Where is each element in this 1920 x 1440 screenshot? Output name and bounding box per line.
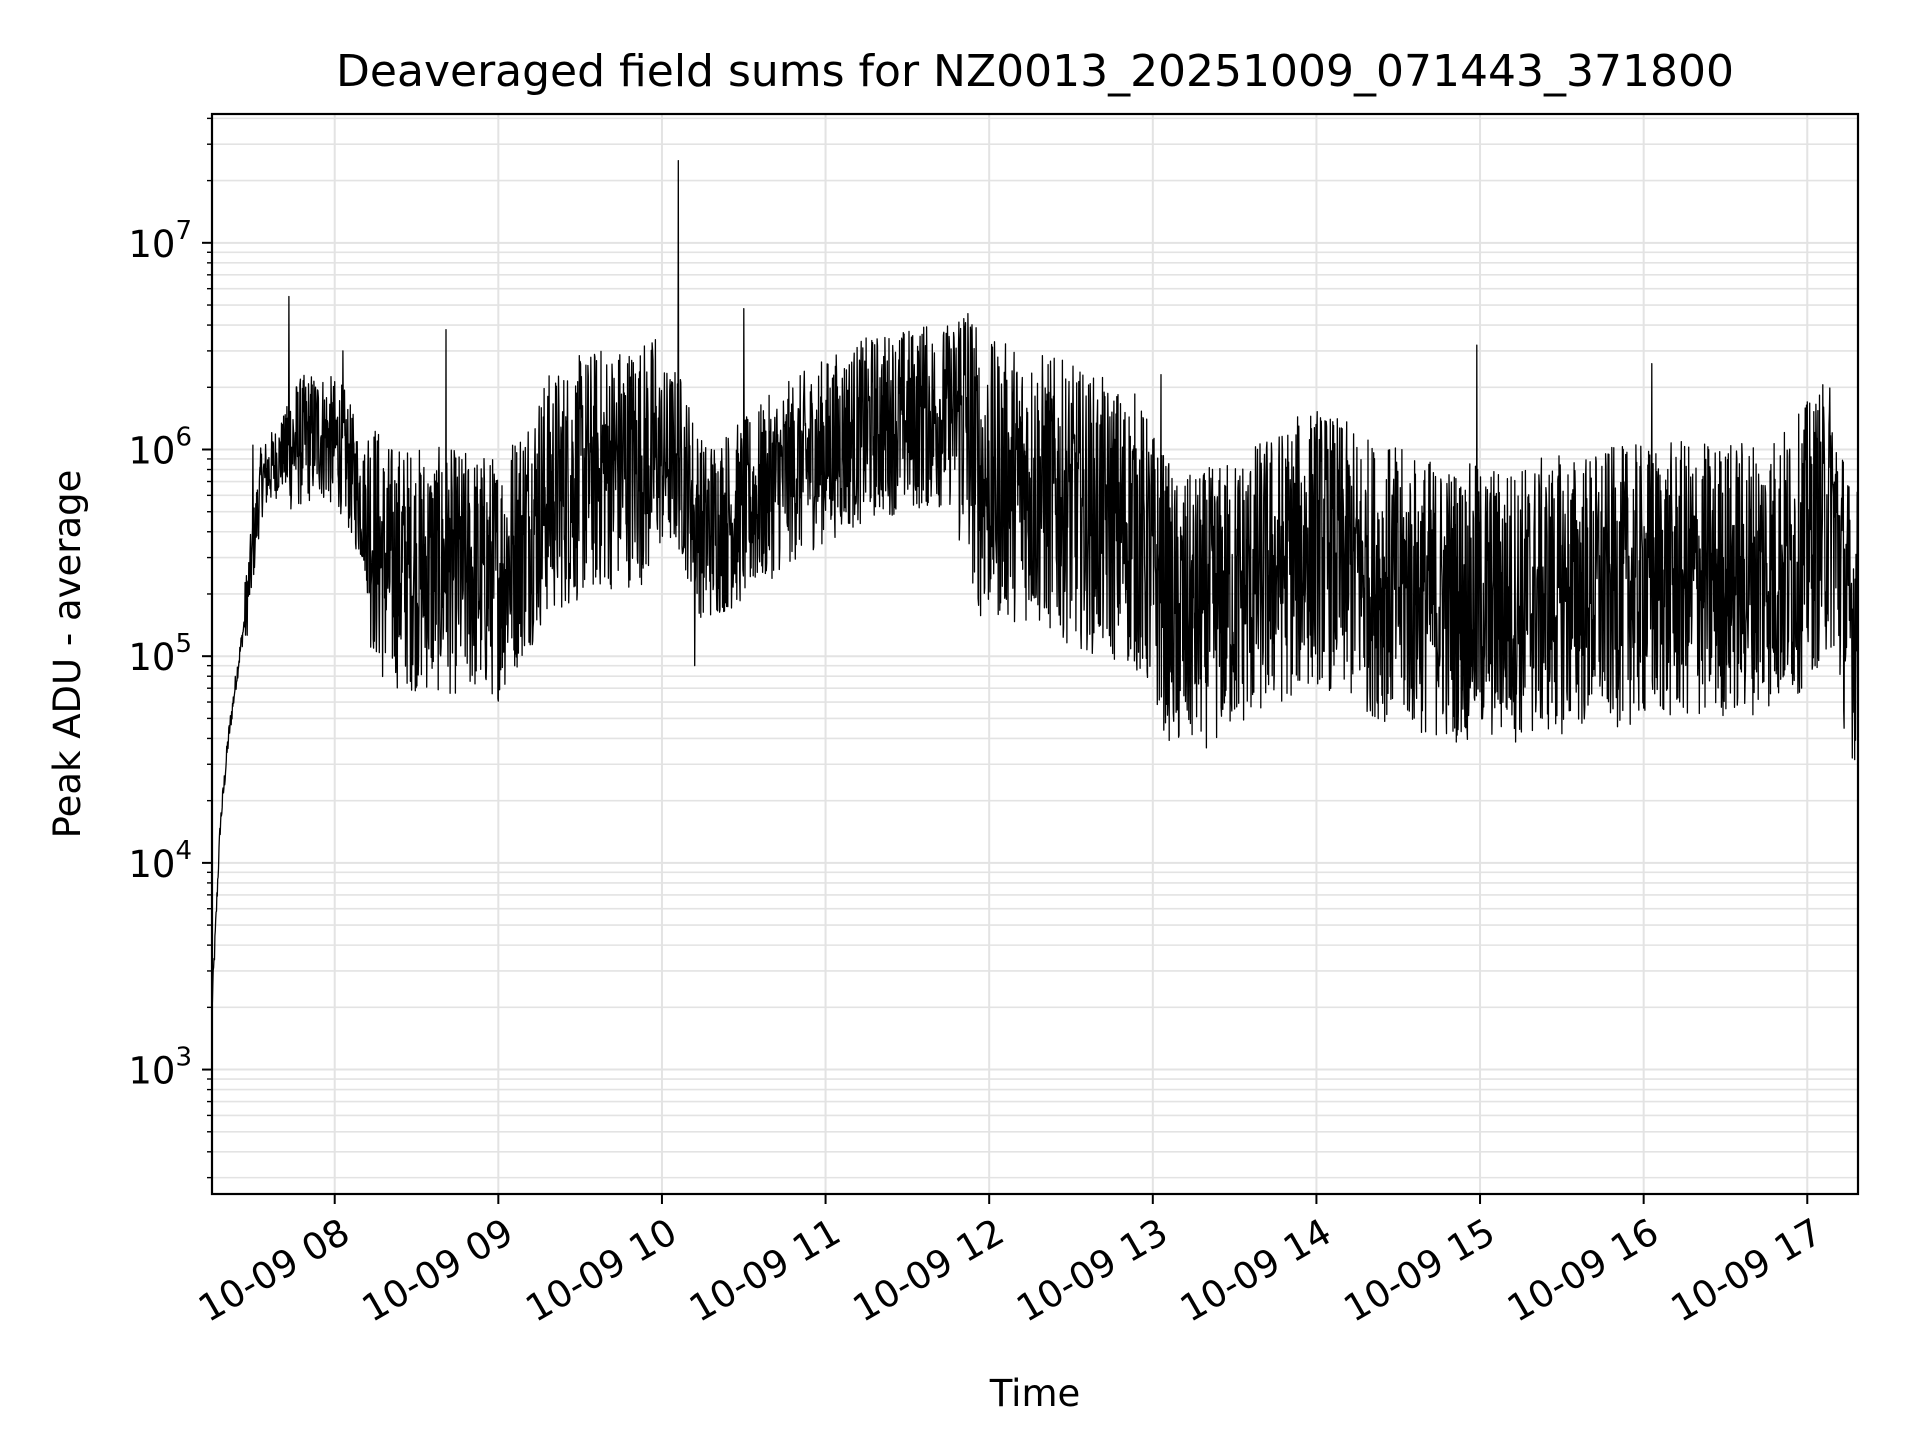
y-tick-label: 107 bbox=[128, 216, 192, 266]
y-tick-exponent: 6 bbox=[175, 423, 192, 453]
y-tick-exponent: 3 bbox=[175, 1043, 192, 1073]
grid bbox=[212, 114, 1858, 1194]
y-tick-label: 106 bbox=[128, 423, 192, 473]
chart-title: Deaveraged field sums for NZ0013_2025100… bbox=[336, 46, 1734, 97]
x-axis-label: Time bbox=[989, 1372, 1081, 1415]
series-line-peak-adu bbox=[211, 159, 1859, 1005]
y-tick-label: 103 bbox=[128, 1043, 192, 1093]
y-tick-exponent: 5 bbox=[175, 629, 192, 659]
y-tick-label: 105 bbox=[128, 629, 192, 679]
y-tick-base: 10 bbox=[128, 636, 175, 679]
axes-frame bbox=[210, 112, 1860, 1196]
y-tick-base: 10 bbox=[128, 843, 175, 886]
y-tick-base: 10 bbox=[128, 430, 175, 473]
y-tick-label: 104 bbox=[128, 836, 192, 886]
y-tick-exponent: 7 bbox=[175, 216, 192, 246]
series bbox=[211, 159, 1859, 1005]
y-tick-base: 10 bbox=[128, 1050, 175, 1093]
y-tick-base: 10 bbox=[128, 223, 175, 266]
y-tick-exponent: 4 bbox=[175, 836, 192, 866]
y-axis-label: Peak ADU - average bbox=[46, 470, 89, 839]
